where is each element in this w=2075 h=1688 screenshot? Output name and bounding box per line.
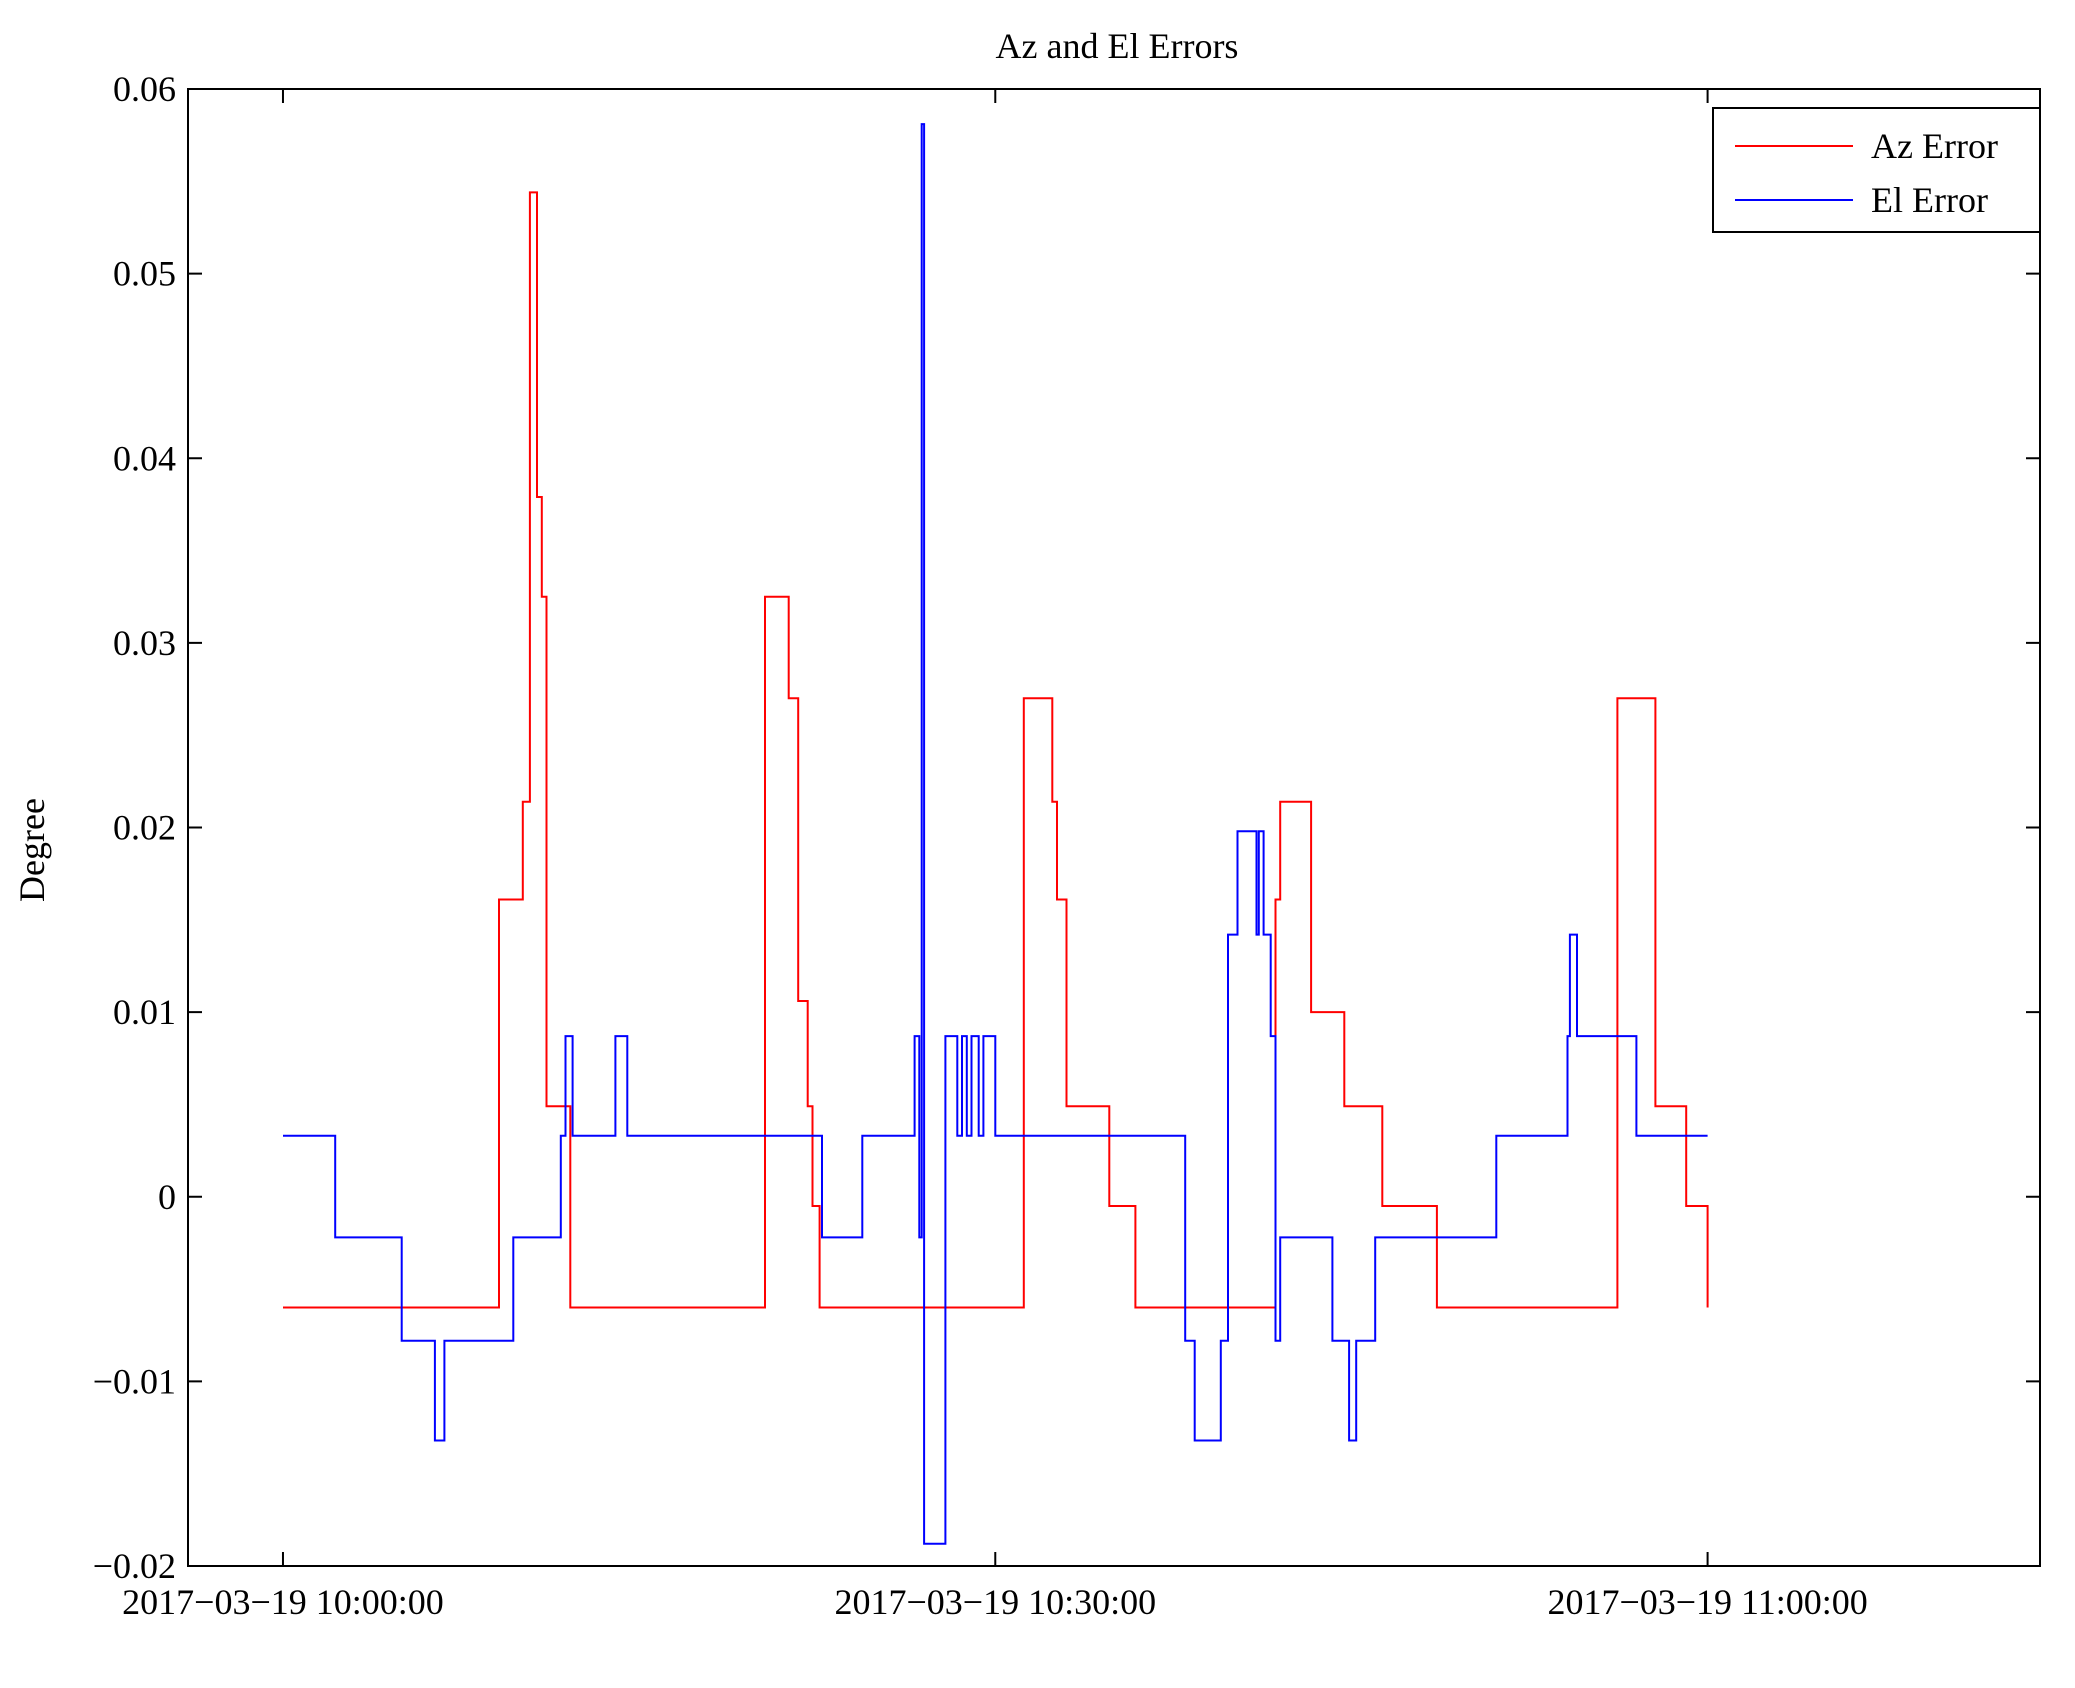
y-tick-label: −0.02 bbox=[93, 1546, 176, 1586]
series-line-az-error bbox=[283, 191, 1709, 1309]
series-line-el-error bbox=[283, 123, 1708, 1545]
plot-area bbox=[283, 123, 1709, 1545]
y-tick-label: 0.05 bbox=[113, 254, 176, 294]
axis-ticks: −0.02 −0.01 0 0.01 0.02 0.03 0.04 0.05 0.06 2017−… bbox=[93, 69, 2040, 1622]
legend-box bbox=[1712, 107, 2041, 233]
y-tick-label: 0.01 bbox=[113, 992, 176, 1032]
y-tick-label: 0.02 bbox=[113, 808, 176, 848]
y-tick-label: −0.01 bbox=[93, 1361, 176, 1401]
x-tick-label: 2017−03−19 10:00:00 bbox=[122, 1582, 444, 1622]
y-tick-label: 0 bbox=[158, 1177, 176, 1217]
legend-label-az-error: Az Error bbox=[1871, 126, 1998, 166]
y-tick-label: 0.03 bbox=[113, 623, 176, 663]
x-tick-label: 2017−03−19 11:00:00 bbox=[1547, 1582, 1867, 1622]
chart-title: Az and El Errors bbox=[996, 26, 1239, 66]
y-tick-label: 0.06 bbox=[113, 69, 176, 109]
legend: Az Error El Error bbox=[1712, 107, 2041, 233]
y-tick-label: 0.04 bbox=[113, 438, 176, 478]
y-axis-label: Degree bbox=[12, 798, 52, 902]
x-tick-label: 2017−03−19 10:30:00 bbox=[834, 1582, 1156, 1622]
legend-label-el-error: El Error bbox=[1871, 180, 1988, 220]
